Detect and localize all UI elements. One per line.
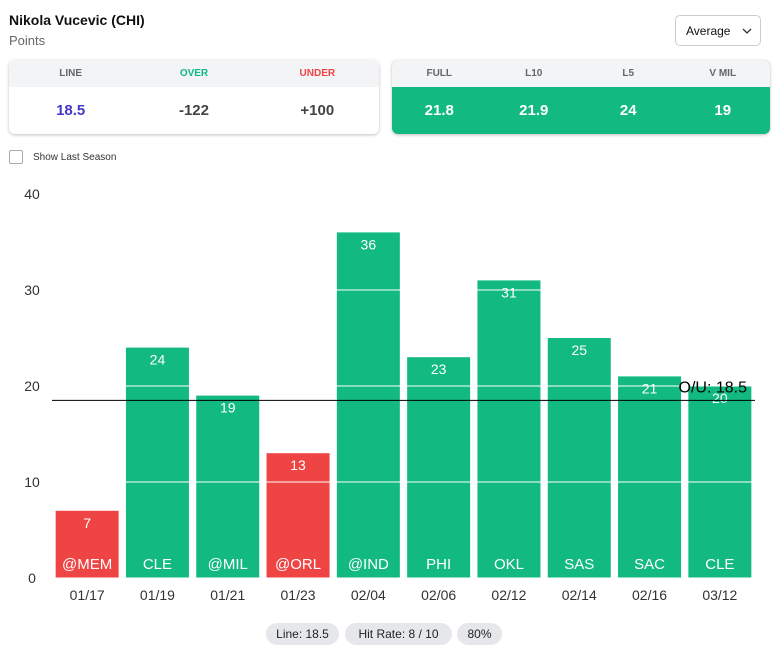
dropdown-label: Average: [686, 23, 731, 38]
y-tick-label: 40: [24, 186, 40, 202]
line-card: LINE OVER UNDER 18.5 -122 +100: [9, 60, 379, 134]
value-label: 13: [290, 457, 306, 473]
player-name: Nikola Vucevic (CHI): [9, 12, 145, 28]
value-cell: 24: [619, 102, 637, 119]
checkbox-label: Show Last Season: [33, 151, 117, 163]
opponent-label: @MIL: [208, 556, 248, 573]
header-cell: L10: [525, 68, 543, 79]
x-tick-label: 01/21: [210, 587, 245, 603]
opponent-label: OKL: [494, 556, 524, 573]
pill: Hit Rate: 8 / 10: [345, 623, 452, 645]
bar: [407, 357, 471, 578]
value-cell: 18.5: [56, 102, 86, 119]
value-cell: 19: [714, 102, 732, 119]
x-tick-label: 02/06: [421, 587, 456, 603]
opponent-label: SAC: [634, 556, 665, 573]
pill: Line: 18.5: [266, 623, 339, 645]
opponent-label: @IND: [348, 556, 389, 573]
y-tick-label: 20: [24, 378, 40, 394]
value-label: 20: [712, 390, 728, 406]
opponent-label: SAS: [564, 556, 594, 573]
value-label: 36: [361, 236, 377, 252]
y-tick-label: 30: [24, 282, 40, 298]
y-tick-label: 10: [24, 474, 40, 490]
header-cell: UNDER: [299, 68, 336, 79]
value-label: 19: [220, 400, 236, 416]
stat-name: Points: [9, 33, 46, 48]
value-label: 21: [642, 380, 658, 396]
value-cell: 21.8: [424, 102, 454, 119]
opponent-label: @MEM: [62, 556, 112, 573]
bar: [336, 232, 400, 578]
value-label: 25: [571, 342, 587, 358]
value-label: 24: [150, 352, 166, 368]
pill: 80%: [457, 623, 502, 645]
avg-header: FULL L10 L5 V MIL: [392, 60, 770, 87]
bar: [547, 338, 611, 578]
chevron: [743, 28, 752, 34]
reference-label: O/U: 18.5: [679, 379, 748, 396]
avg-values: 21.8 21.9 24 19: [392, 87, 770, 134]
opponent-label: CLE: [705, 556, 734, 573]
value-cell: -122: [178, 102, 209, 119]
x-tick-label: 02/04: [351, 587, 386, 603]
value-cell: +100: [300, 102, 335, 119]
dropdown[interactable]: Average: [675, 15, 761, 46]
header-cell: L5: [622, 68, 635, 79]
x-tick-label: 01/19: [140, 587, 175, 603]
checkbox-row[interactable]: Show Last Season: [9, 150, 116, 164]
opponent-label: CLE: [143, 556, 172, 573]
opponent-label: @ORL: [275, 556, 321, 573]
line-values: 18.5 -122 +100: [9, 87, 379, 134]
header-cell: LINE: [59, 68, 83, 79]
opponent-label: PHI: [426, 556, 451, 573]
header-cell: FULL: [426, 68, 453, 79]
y-tick-label: 0: [28, 570, 36, 586]
value-cell: 21.9: [519, 102, 549, 119]
bar: [55, 510, 119, 578]
value-label: 7: [83, 515, 91, 531]
x-tick-label: 03/12: [702, 587, 737, 603]
x-tick-label: 02/16: [632, 587, 667, 603]
value-label: 31: [501, 284, 517, 300]
bar: [196, 395, 260, 578]
bar: [125, 347, 189, 578]
header-cell: V MIL: [709, 68, 737, 79]
x-tick-label: 02/14: [562, 587, 597, 603]
checkbox[interactable]: [9, 150, 23, 164]
bar: [618, 376, 682, 578]
header-cell: OVER: [179, 68, 209, 79]
avg-card: FULL L10 L5 V MIL 21.8 21.9 24 19: [392, 60, 770, 134]
bar: [477, 280, 541, 578]
x-tick-label: 02/12: [491, 587, 526, 603]
x-tick-label: 01/17: [70, 587, 105, 603]
bar: [266, 453, 330, 578]
x-tick-label: 01/23: [281, 587, 316, 603]
value-label: 23: [431, 361, 447, 377]
line-header: LINE OVER UNDER: [9, 60, 379, 87]
